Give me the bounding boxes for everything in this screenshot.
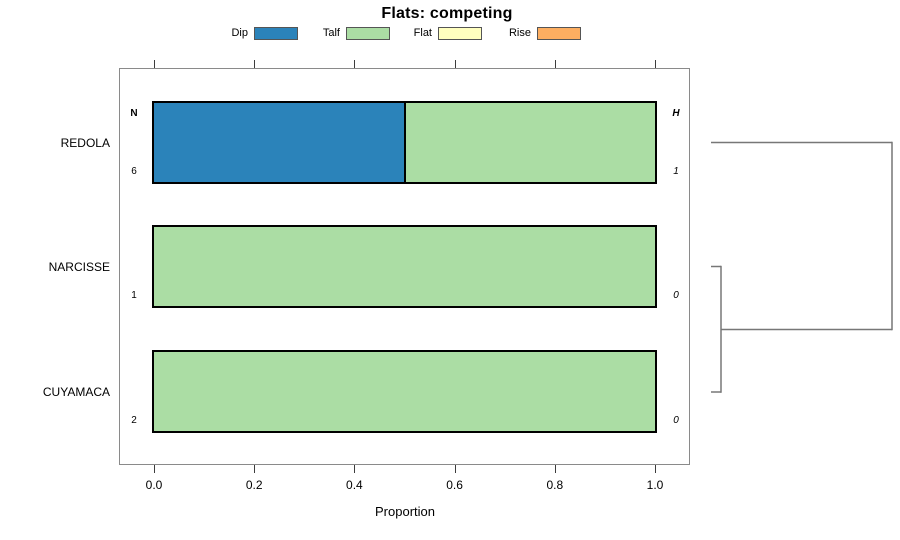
bar-segment-talf <box>154 227 655 306</box>
stacked-bar-redola <box>152 101 657 184</box>
left-count-cuyamaca: 2 <box>131 415 137 426</box>
left-count-redola: 6 <box>131 166 137 177</box>
legend-label-talf: Talf <box>322 27 340 39</box>
x-axis-tick-top <box>254 60 256 68</box>
category-label-cuyamaca: CUYAMACA <box>42 384 110 399</box>
x-axis-tick-bottom <box>254 465 256 473</box>
bar-segment-dip <box>154 103 404 182</box>
left-header: N <box>130 108 138 119</box>
x-axis-tick-top <box>454 60 456 68</box>
stacked-bar-narcisse <box>152 225 657 308</box>
right-count-redola: 1 <box>673 166 679 177</box>
category-label-redola: REDOLA <box>60 135 110 150</box>
right-count-cuyamaca: 0 <box>673 415 679 426</box>
x-axis-tick-bottom <box>655 465 656 473</box>
x-axis-tick-bottom <box>154 465 155 473</box>
x-axis-tick-top <box>554 60 556 68</box>
x-axis-tick-label: 1.0 <box>646 478 664 492</box>
legend-label-flat: Flat <box>413 27 432 39</box>
legend-label-rise: Rise <box>508 27 531 39</box>
x-axis-tick-label: 0.2 <box>245 478 263 492</box>
right-count-narcisse: 0 <box>673 290 679 301</box>
x-axis-tick-label: 0.0 <box>145 478 163 492</box>
bar-segment-talf <box>154 352 655 431</box>
x-axis-tick-label: 0.8 <box>546 478 564 492</box>
x-axis-tick-top <box>354 60 356 68</box>
x-axis-tick-bottom <box>554 465 556 473</box>
legend-swatch-rise <box>537 27 581 40</box>
legend-swatch-dip <box>254 27 298 40</box>
x-axis-tick-top <box>655 60 656 68</box>
chart-title: Flats: competing <box>381 5 513 22</box>
stacked-bar-cuyamaca <box>152 350 657 433</box>
x-axis-tick-top <box>154 60 155 68</box>
x-axis-tick-label: 0.6 <box>446 478 463 492</box>
bar-segment-talf <box>403 103 655 182</box>
x-axis-tick-bottom <box>454 465 456 473</box>
legend-label-dip: Dip <box>231 27 248 39</box>
x-axis-tick-bottom <box>354 465 356 473</box>
x-axis-tick-label: 0.4 <box>346 478 363 492</box>
category-label-narcisse: NARCISSE <box>48 259 110 274</box>
legend-swatch-flat <box>438 27 482 40</box>
x-axis-label: Proportion <box>375 504 435 519</box>
legend-swatch-talf <box>346 27 390 40</box>
left-count-narcisse: 1 <box>131 290 137 301</box>
right-header: H <box>672 108 680 119</box>
